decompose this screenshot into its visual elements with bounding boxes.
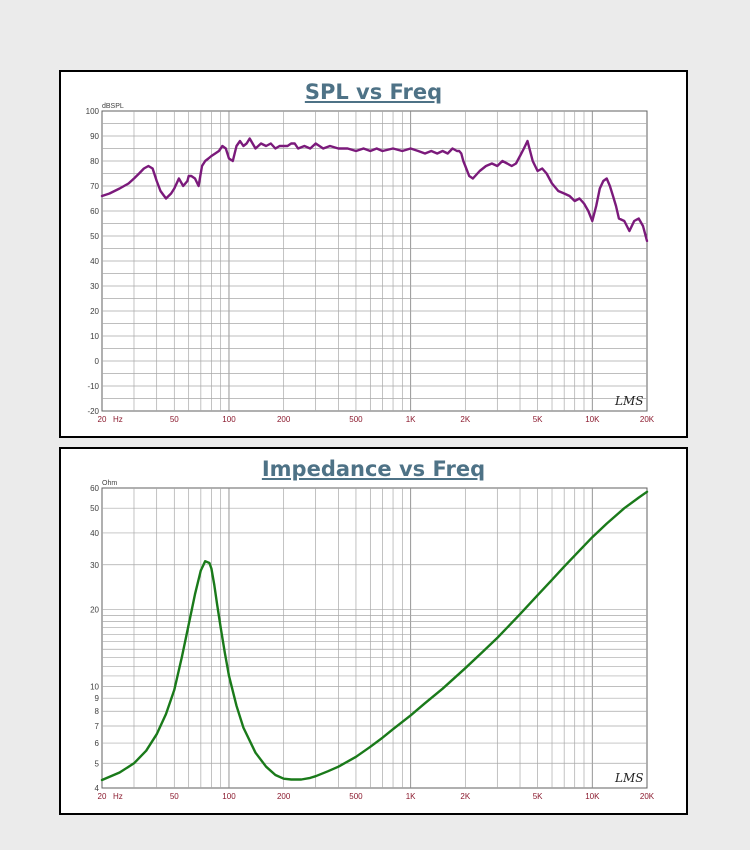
y-tick-label: 90 — [90, 132, 99, 141]
x-tick-label: 2K — [460, 415, 470, 424]
x-tick-label: 2K — [460, 792, 470, 801]
x-tick-label: 200 — [277, 415, 291, 424]
x-axis-unit: Hz — [113, 415, 123, 424]
y-grid — [102, 507, 647, 764]
series-line-0-0 — [100, 137, 649, 243]
y-tick-label: 10 — [90, 332, 99, 341]
x-tick-label: 20K — [640, 415, 655, 424]
y-tick-label: 7 — [95, 722, 100, 731]
y-tick-label: 9 — [95, 694, 100, 703]
y-tick-label: 50 — [90, 232, 99, 241]
impedance-chart-title: Impedance vs Freq — [261, 457, 486, 481]
y-tick-label: 4 — [95, 784, 100, 793]
y-tick-label: 20 — [90, 606, 99, 615]
spl-chart-title: SPL vs Freq — [304, 80, 443, 104]
y-tick-label: 8 — [95, 707, 100, 716]
x-tick-label: 20 — [98, 415, 107, 424]
x-tick-label: 10K — [585, 792, 600, 801]
x-tick-label: 1K — [406, 792, 416, 801]
y-tick-label: 5 — [95, 759, 100, 768]
y-tick-label: 0 — [95, 357, 100, 366]
impedance-chart-panel: Impedance vs Freq 4 5 6 7 8 9 10 20 30 40 50 60 Ohm 2… — [59, 447, 688, 815]
y-tick-label: 6 — [95, 739, 100, 748]
y-tick-label: 50 — [90, 504, 99, 513]
y-tick-label: 10 — [90, 682, 99, 691]
x-axis-unit: Hz — [113, 792, 123, 801]
y-tick-label: 80 — [90, 157, 99, 166]
y-tick-label: -10 — [87, 382, 99, 391]
y-tick-label: 40 — [90, 529, 99, 538]
y-tick-label: 60 — [90, 207, 99, 216]
x-tick-label: 50 — [170, 792, 179, 801]
y-axis-unit: dBSPL — [102, 103, 124, 110]
x-tick-label: 20K — [640, 792, 655, 801]
x-tick-label: 500 — [349, 415, 363, 424]
series-line-1-0 — [100, 490, 649, 782]
x-tick-label: 100 — [222, 792, 236, 801]
y-tick-label: 40 — [90, 257, 99, 266]
y-tick-label: 100 — [86, 107, 100, 116]
y-tick-label: 70 — [90, 182, 99, 191]
x-tick-label: 1K — [406, 415, 416, 424]
plot-area — [101, 487, 648, 789]
lms-logo: LMS — [614, 394, 643, 408]
y-tick-label: -20 — [87, 407, 99, 416]
x-tick-label: 50 — [170, 415, 179, 424]
y-tick-label: 60 — [90, 484, 99, 493]
y-axis-unit: Ohm — [102, 480, 117, 487]
x-tick-label: 20 — [98, 792, 107, 801]
y-grid — [102, 123, 647, 399]
spl-chart-panel: SPL vs Freq -20 -10 0 10 20 30 40 50 60 70 80 90 100… — [59, 70, 688, 438]
y-tick-label: 30 — [90, 561, 99, 570]
x-tick-label: 5K — [533, 792, 543, 801]
x-tick-label: 200 — [277, 792, 291, 801]
y-tick-label: 20 — [90, 307, 99, 316]
lms-logo: LMS — [614, 771, 643, 785]
x-tick-label: 100 — [222, 415, 236, 424]
x-tick-label: 500 — [349, 792, 363, 801]
y-tick-label: 30 — [90, 282, 99, 291]
x-tick-label: 10K — [585, 415, 600, 424]
x-tick-label: 5K — [533, 415, 543, 424]
